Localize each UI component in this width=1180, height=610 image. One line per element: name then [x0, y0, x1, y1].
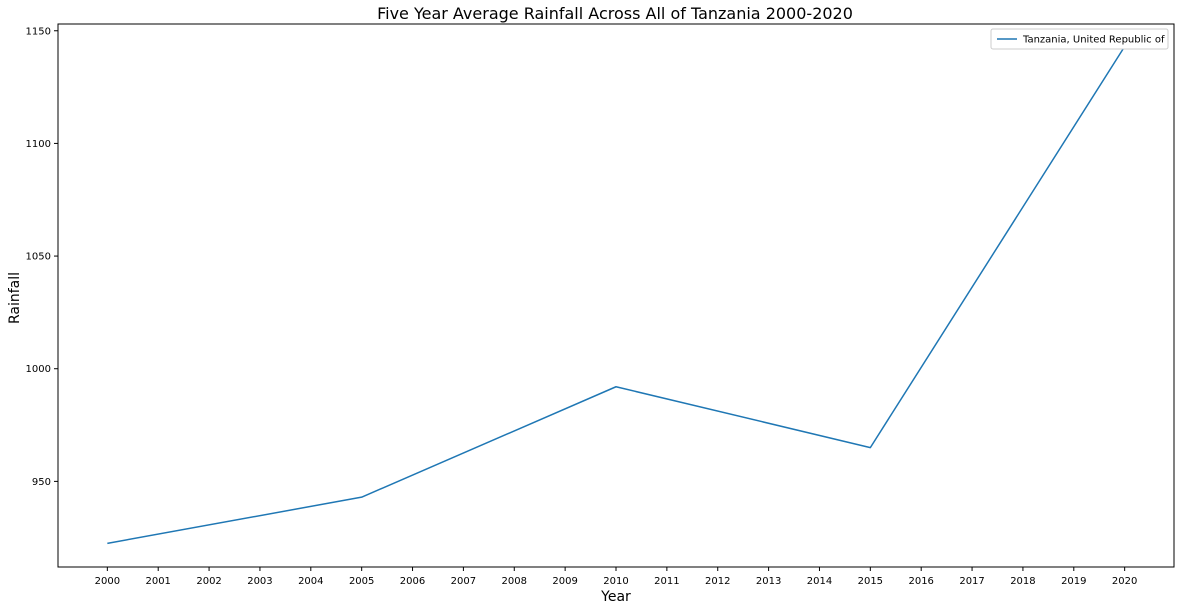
x-tick-label: 2005: [349, 576, 374, 587]
y-tick-label: 1000: [26, 364, 51, 375]
x-tick-label: 2010: [603, 576, 628, 587]
x-tick-label: 2014: [807, 576, 832, 587]
x-tick-label: 2019: [1061, 576, 1086, 587]
x-tick-label: 2018: [1010, 576, 1035, 587]
x-tick-label: 2002: [196, 576, 221, 587]
y-axis: 950 1000 1050 1100 1150: [26, 26, 58, 488]
legend: Tanzania, United Republic of: [990, 28, 1169, 50]
y-tick-label: 1100: [26, 139, 51, 150]
legend-box: [990, 28, 1169, 50]
x-tick-label: 2015: [858, 576, 883, 587]
legend-label: Tanzania, United Republic of: [1022, 35, 1165, 46]
chart-title: Five Year Average Rainfall Across All of…: [377, 4, 853, 23]
x-tick-label: 2001: [145, 576, 170, 587]
x-tick-label: 2016: [908, 576, 933, 587]
x-tick-label: 2012: [705, 576, 730, 587]
x-tick-label: 2007: [451, 576, 476, 587]
series-line-0: [107, 46, 1126, 545]
x-tick-label: 2006: [400, 576, 425, 587]
x-tick-label: 2011: [654, 576, 679, 587]
x-tick-label: 2000: [95, 576, 120, 587]
plot-area: [57, 23, 1175, 568]
x-tick-label: 2020: [1112, 576, 1137, 587]
y-tick-label: 1150: [26, 26, 51, 37]
x-tick-label: 2004: [298, 576, 323, 587]
y-tick-label: 1050: [26, 252, 51, 263]
series-layer: [107, 46, 1126, 545]
x-axis: 2000 2001 2002 2003 2004 2005 2006 2007 2008 2009…: [95, 567, 1137, 587]
y-tick-label: 950: [32, 477, 51, 488]
y-axis-label: Rainfall: [7, 272, 23, 324]
x-tick-label: 2017: [959, 576, 984, 587]
x-tick-label: 2003: [247, 576, 272, 587]
x-tick-label: 2009: [552, 576, 577, 587]
x-tick-label: 2008: [502, 576, 527, 587]
x-tick-label: 2013: [756, 576, 781, 587]
x-axis-label: Year: [600, 589, 631, 605]
